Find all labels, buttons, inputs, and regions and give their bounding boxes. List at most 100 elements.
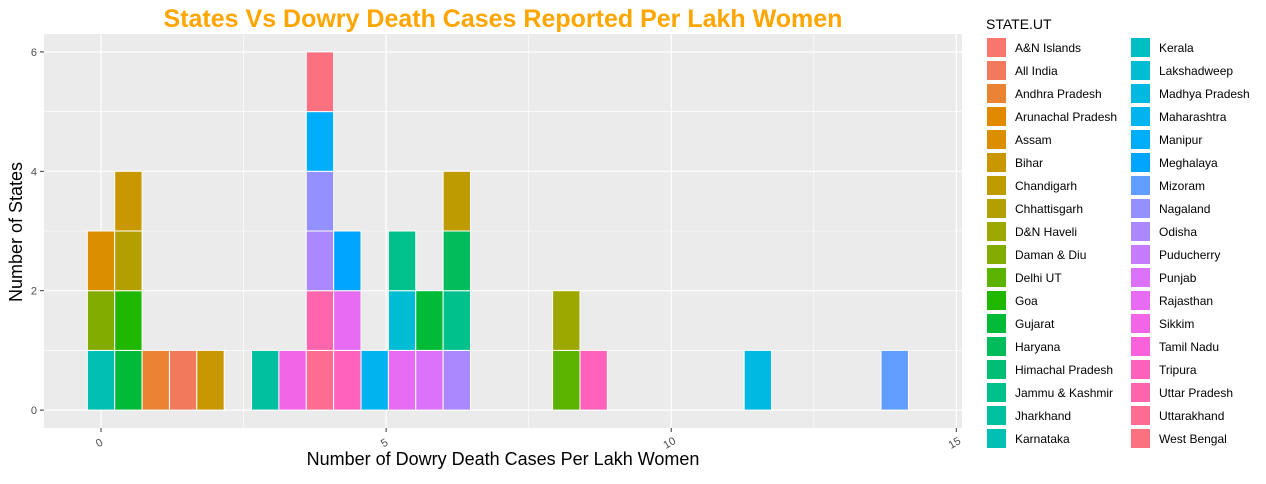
y-tick-label: 4: [31, 166, 37, 178]
legend-label: Madhya Pradesh: [1159, 86, 1250, 101]
legend-swatch: [986, 313, 1007, 334]
bar-segment: Mizoram: [880, 349, 909, 411]
bar-segment: Rajasthan: [387, 349, 417, 411]
legend-label: Bihar: [1015, 155, 1044, 170]
legend-label: Punjab: [1159, 270, 1197, 285]
legend-label: Andhra Pradesh: [1015, 86, 1102, 101]
bar-segment: Rajasthan: [333, 290, 362, 351]
bar-segment: Maharashtra: [360, 349, 389, 411]
legend-swatch: [986, 336, 1007, 357]
bar-segment: Nagaland: [305, 170, 335, 232]
legend-swatch: [1130, 37, 1151, 58]
y-tick-label: 6: [31, 47, 37, 59]
legend-swatch: [986, 175, 1007, 196]
legend-column-1: A&N Islands All India Andhra Pradesh Arunac…: [986, 36, 1130, 450]
legend-item: All India: [986, 59, 1130, 82]
bar-segment: Odisha: [442, 349, 471, 411]
bar-segment: Daman & Diu: [86, 290, 116, 351]
bar-segment: Jharkhand: [251, 349, 280, 411]
bar-segment: Manipur: [305, 111, 335, 172]
legend-item: Odisha: [1130, 220, 1260, 243]
bar-segment: West Bengal: [305, 51, 335, 113]
legend-swatch: [1130, 290, 1151, 311]
bar-segment: Gujarat: [415, 290, 444, 351]
legend-label: A&N Islands: [1015, 40, 1082, 55]
legend-swatch: [986, 405, 1007, 426]
legend-item: Sikkim: [1130, 312, 1260, 335]
legend-swatch: [986, 359, 1007, 380]
legend-item: Punjab: [1130, 266, 1260, 289]
bar-segment: All India: [168, 349, 198, 411]
bar-segment: D&N Haveli: [552, 290, 581, 351]
legend-label: Haryana: [1015, 339, 1061, 354]
legend-swatch: [986, 290, 1007, 311]
legend-label: Himachal Pradesh: [1015, 362, 1114, 377]
legend-item: Jammu & Kashmir: [986, 381, 1130, 404]
legend-label: Kerala: [1159, 40, 1194, 55]
y-tick-label: 0: [31, 405, 37, 417]
legend-item: Andhra Pradesh: [986, 82, 1130, 105]
legend-swatch: [1130, 198, 1151, 219]
legend-item: Daman & Diu: [986, 243, 1130, 266]
legend-swatch: [1130, 359, 1151, 380]
legend-label: Goa: [1015, 293, 1038, 308]
bar-segment: Karnataka: [86, 349, 116, 411]
legend-label: Jammu & Kashmir: [1015, 385, 1114, 400]
legend-swatch: [1130, 106, 1151, 127]
legend-swatch: [1130, 428, 1151, 449]
legend-label: Daman & Diu: [1015, 247, 1087, 262]
x-tick-label: 0: [94, 437, 105, 450]
legend-swatch: [1130, 382, 1151, 403]
bar-segment: Delhi UT: [552, 349, 581, 411]
legend-label: Mizoram: [1159, 178, 1206, 193]
legend-columns: A&N Islands All India Andhra Pradesh Arunac…: [986, 36, 1266, 450]
legend-swatch: [1130, 152, 1151, 173]
legend-item: Madhya Pradesh: [1130, 82, 1260, 105]
bar-segment: Odisha: [305, 230, 335, 292]
legend-swatch: [986, 244, 1007, 265]
legend-item: Jharkhand: [986, 404, 1130, 427]
legend-swatch: [1130, 313, 1151, 334]
legend-item: Tripura: [1130, 358, 1260, 381]
legend-swatch: [986, 37, 1007, 58]
legend-item: Meghalaya: [1130, 151, 1260, 174]
legend-item: Puducherry: [1130, 243, 1260, 266]
legend-item: Mizoram: [1130, 174, 1260, 197]
legend-swatch: [1130, 83, 1151, 104]
legend-item: Arunachal Pradesh: [986, 105, 1130, 128]
legend-item: Haryana: [986, 335, 1130, 358]
legend-swatch: [986, 83, 1007, 104]
legend-swatch: [1130, 175, 1151, 196]
legend-title: STATE.UT: [986, 16, 1052, 32]
legend-label: Chhattisgarh: [1015, 201, 1084, 216]
bar-segment: Uttar Pradesh: [305, 290, 335, 351]
legend-label: Lakshadweep: [1159, 63, 1234, 78]
legend-swatch: [1130, 129, 1151, 150]
legend-swatch: [986, 129, 1007, 150]
legend-column-2: Kerala Lakshadweep Madhya Pradesh Maharasht…: [1130, 36, 1260, 450]
bar-segment: Goa: [114, 290, 143, 351]
legend-label: Tripura: [1159, 362, 1197, 377]
legend-label: Meghalaya: [1159, 155, 1218, 170]
legend-item: Goa: [986, 289, 1130, 312]
legend-item: Tamil Nadu: [1130, 335, 1260, 358]
legend-item: Uttar Pradesh: [1130, 381, 1260, 404]
legend-item: Bihar: [986, 151, 1130, 174]
legend-item: Himachal Pradesh: [986, 358, 1130, 381]
legend-label: Maharashtra: [1159, 109, 1227, 124]
legend-swatch: [1130, 60, 1151, 81]
bar-segment: Assam: [86, 230, 116, 292]
bar-segment: Tripura: [579, 349, 608, 411]
legend-label: Uttar Pradesh: [1159, 385, 1234, 400]
legend-item: Chhattisgarh: [986, 197, 1130, 220]
legend-swatch: [986, 198, 1007, 219]
legend-item: Maharashtra: [1130, 105, 1260, 128]
bar-segment: Bihar: [196, 349, 225, 411]
legend: STATE.UT A&N Islands All India Andhra Prad…: [986, 14, 1266, 450]
legend-swatch: [986, 106, 1007, 127]
legend-label: Nagaland: [1159, 201, 1211, 216]
legend-item: Assam: [986, 128, 1130, 151]
axis-ticks: 0 5 10 15 0 2 4 6: [31, 47, 963, 452]
legend-label: Sikkim: [1159, 316, 1195, 331]
legend-label: Manipur: [1159, 132, 1203, 147]
